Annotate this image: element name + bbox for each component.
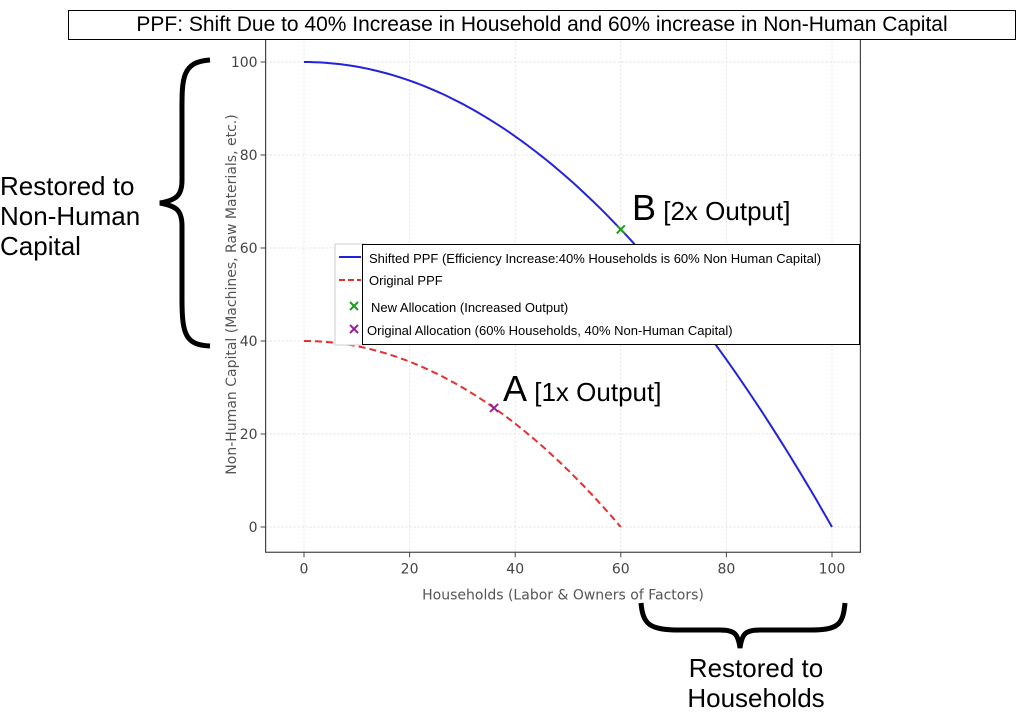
bottom-curly-brace-icon	[638, 602, 848, 649]
legend-original-allocation: Original Allocation (60% Households, 40%…	[367, 323, 733, 338]
left-note-line: Restored to	[0, 171, 135, 201]
legend-handle-box	[334, 243, 366, 346]
x-tick-label: 0	[300, 561, 309, 577]
point-a-label: [1x Output]	[534, 377, 662, 407]
x-tick-label: 40	[506, 561, 524, 577]
chart-title: PPF: Shift Due to 40% Increase in Househ…	[68, 10, 1016, 40]
y-tick-label: 80	[240, 148, 258, 164]
legend-new-allocation: New Allocation (Increased Output)	[371, 300, 569, 315]
y-tick-label: 100	[231, 55, 258, 71]
point-b-label: [2x Output]	[663, 196, 791, 226]
y-tick-label: 20	[240, 427, 258, 443]
point-a-letter: A	[503, 368, 528, 409]
x-tick-label: 60	[612, 561, 630, 577]
bottom-note-line: Restored to	[688, 653, 824, 683]
y-tick-label: 0	[249, 520, 258, 536]
marker-stroke	[616, 224, 626, 235]
bottom-note: Restored to Households	[681, 653, 831, 713]
legend-original-ppf: Original PPF	[369, 273, 443, 288]
point-b-letter: B	[632, 187, 657, 228]
x-tick-label: 20	[401, 561, 419, 577]
shifted-ppf-line	[304, 61, 833, 528]
y-tick-label: 60	[240, 241, 258, 257]
legend-marker-icon	[349, 324, 359, 334]
left-note-line: Capital	[0, 231, 81, 261]
x-tick-label: 80	[717, 561, 735, 577]
left-note-line: Non-Human	[0, 201, 141, 231]
new-allocation-marker	[616, 224, 626, 235]
x-tick-label: 100	[819, 561, 846, 577]
original-ppf-line	[304, 340, 622, 528]
bottom-note-line: Households	[687, 683, 825, 713]
left-note: Restored to Non-Human Capital	[0, 171, 140, 261]
legend-shifted-ppf: Shifted PPF (Efficiency Increase:40% Hou…	[369, 251, 822, 266]
y-axis-label: Non-Human Capital (Machines, Raw Materia…	[224, 114, 240, 474]
legend: Shifted PPF (Efficiency Increase:40% Hou…	[362, 244, 860, 345]
marker-stroke	[489, 403, 499, 413]
x-axis-label: Households (Labor & Owners of Factors)	[422, 587, 704, 603]
left-curly-brace-icon	[159, 57, 211, 349]
original-allocation-marker	[489, 403, 499, 413]
legend-marker-icon	[349, 301, 359, 311]
y-tick-label: 40	[240, 334, 258, 350]
